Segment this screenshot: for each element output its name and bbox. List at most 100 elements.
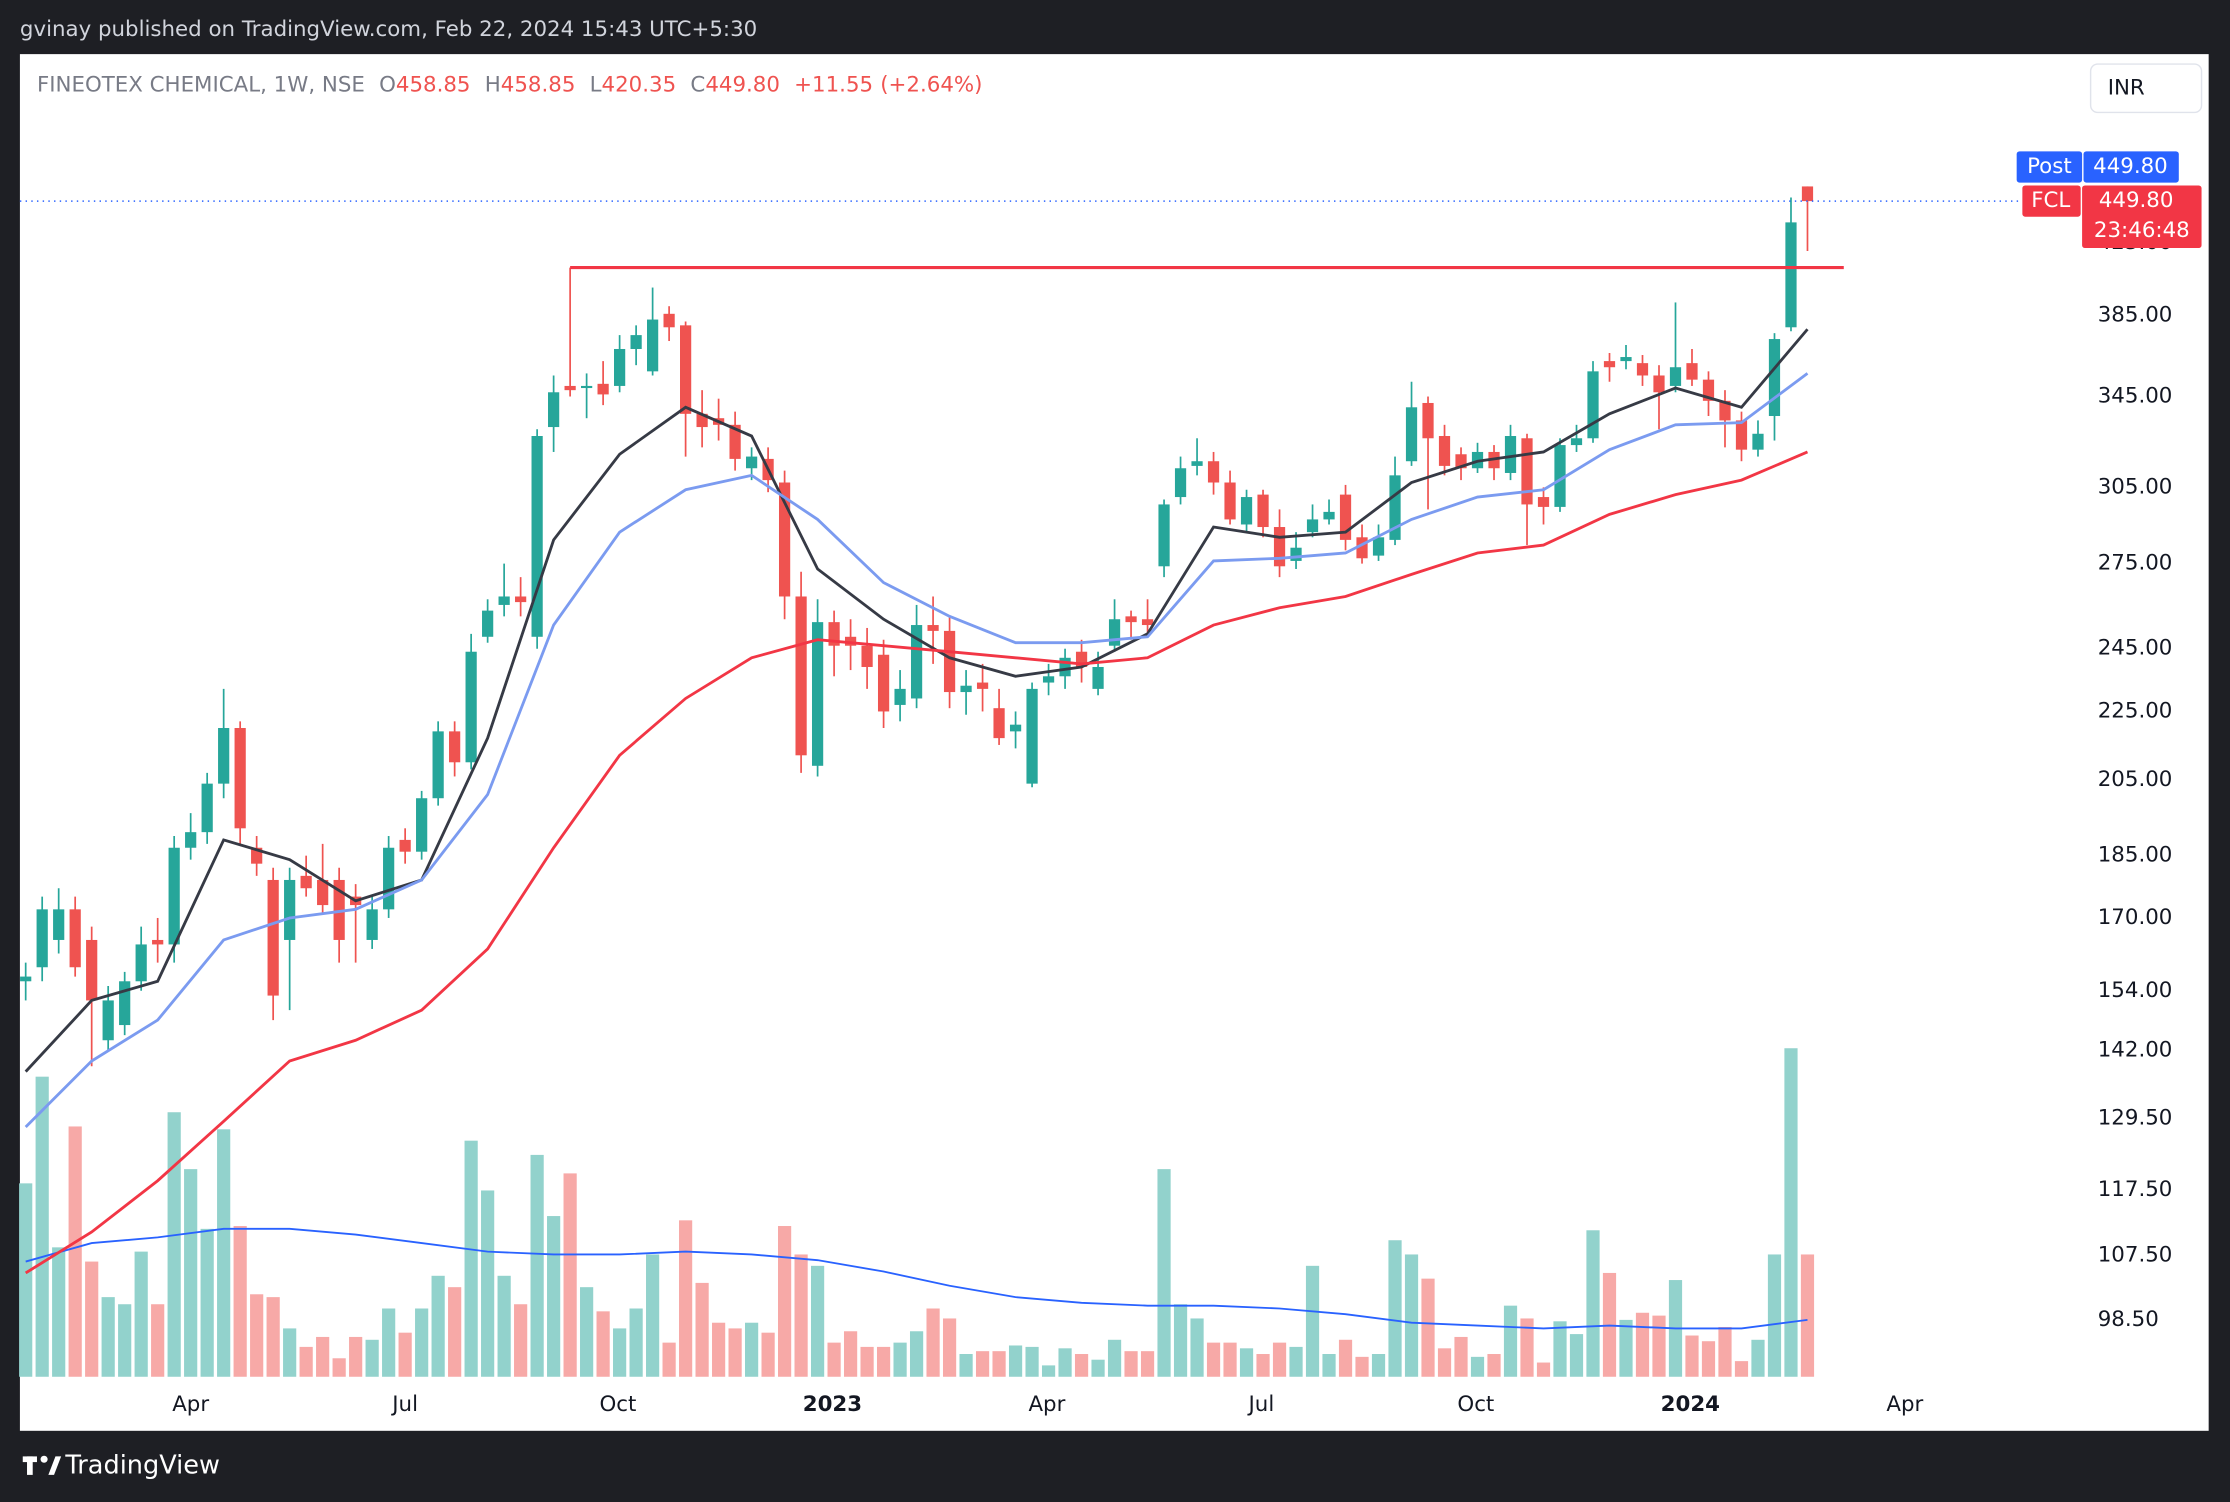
volume-bar (992, 1351, 1006, 1377)
volume-bar (547, 1216, 561, 1377)
legend-item: L (590, 72, 602, 97)
post-tag-name: Post (2027, 154, 2072, 179)
last-tag-value-bg (2082, 185, 2202, 249)
candle-body (729, 424, 741, 459)
candle-body (432, 731, 444, 799)
volume-bar (1091, 1359, 1105, 1377)
volume-bar (1140, 1351, 1155, 1377)
candle-body (960, 685, 972, 693)
volume-bar (909, 1331, 924, 1377)
volume-bar (481, 1190, 495, 1377)
candle-body (135, 944, 147, 982)
legend-item: FINEOTEX CHEMICAL, 1W, NSE (37, 72, 365, 97)
candle-body (1207, 461, 1220, 483)
volume-bar (1388, 1240, 1402, 1377)
volume-bar (893, 1342, 907, 1377)
post-tag-name-bg (2016, 151, 2083, 183)
candle-body (1191, 461, 1203, 466)
candle-body (1801, 186, 1814, 202)
candle-body (1290, 547, 1302, 561)
volume-bar (1256, 1354, 1270, 1377)
legend-item: H (485, 72, 501, 97)
volume-bar (1569, 1334, 1584, 1377)
publisher-line: gvinay published on TradingView.com, Feb… (20, 17, 757, 42)
volume-bar (1470, 1356, 1485, 1377)
candle-body (317, 879, 329, 906)
volume-bar (316, 1336, 330, 1377)
candle-body (53, 909, 65, 940)
y-tick-label: 225.00 (2098, 698, 2173, 723)
candle-body (1636, 363, 1649, 376)
candle-body (564, 385, 576, 391)
volume-bar (1520, 1318, 1534, 1377)
volume-bar (1173, 1304, 1188, 1377)
candle-body (168, 847, 180, 945)
volume-bar (398, 1332, 412, 1377)
candle-body (119, 981, 131, 1026)
plot-layer (19, 186, 2020, 1377)
x-tick-label: Apr (1886, 1392, 1923, 1417)
currency-button[interactable] (2089, 63, 2203, 114)
candle-body (927, 625, 939, 631)
candle-body (1092, 666, 1104, 689)
volume-bar (332, 1358, 346, 1377)
candle-body (1686, 363, 1698, 380)
candle-body (597, 383, 609, 395)
candle-body (482, 610, 494, 637)
brand-logo (22, 1455, 62, 1475)
volume-bar (1008, 1345, 1023, 1377)
y-tick-label: 170.00 (2098, 905, 2173, 930)
candle-body (894, 688, 906, 705)
volume-bar (1536, 1362, 1551, 1377)
candle-body (1372, 537, 1385, 556)
candle-body (1273, 527, 1286, 567)
volume-bar (1701, 1341, 1716, 1377)
volume-bar (1058, 1348, 1072, 1377)
volume-bar (266, 1297, 280, 1377)
candle-body (267, 879, 279, 996)
candle-body (1521, 438, 1533, 505)
legend-item: 449.80 (705, 72, 780, 97)
candle-body (1026, 688, 1038, 784)
candle-body (1554, 445, 1566, 507)
candle-body (1257, 494, 1269, 528)
legend-item: 420.35 (602, 72, 677, 97)
candle-body (1059, 657, 1071, 677)
volume-bar (1206, 1342, 1221, 1377)
candle-body (943, 630, 956, 693)
volume-bar (283, 1328, 297, 1377)
volume-bar (646, 1254, 660, 1377)
candle-body (1587, 371, 1599, 439)
currency-label[interactable]: INR (2108, 75, 2145, 100)
legend-item: +11.55 (794, 72, 873, 97)
candle-body (993, 708, 1005, 739)
volume-bar (530, 1154, 544, 1377)
volume-bar (1685, 1335, 1699, 1377)
candle-body (1422, 402, 1434, 439)
x-tick-label: Apr (1028, 1392, 1065, 1417)
volume-bar (1800, 1254, 1815, 1377)
candle-body (976, 682, 989, 689)
candle-body (1719, 400, 1731, 421)
volume-bar (233, 1226, 247, 1377)
x-tick-label: Jul (1247, 1392, 1275, 1417)
candle-body (399, 839, 411, 852)
candle-body (811, 622, 824, 766)
volume-bar (1619, 1319, 1633, 1377)
candle-body (861, 645, 873, 667)
candle-body (614, 348, 626, 386)
volume-bar (118, 1304, 132, 1377)
last-tag-value: 449.80 (2099, 188, 2174, 213)
candle-body (531, 436, 543, 637)
volume-bar (843, 1331, 858, 1377)
volume-bar (250, 1294, 264, 1377)
x-tick-label: Oct (1457, 1392, 1494, 1417)
volume-bar (514, 1304, 528, 1377)
volume-bar (777, 1226, 792, 1377)
candle-body (910, 625, 923, 699)
volume-bar (712, 1322, 726, 1377)
volume-bar (448, 1287, 462, 1377)
candle-body (218, 728, 230, 784)
volume-bar (1272, 1342, 1287, 1377)
